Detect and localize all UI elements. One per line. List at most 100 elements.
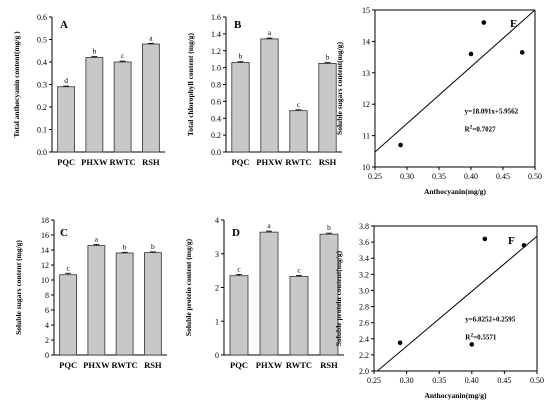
bar xyxy=(141,43,160,153)
x-tick-label: 0.50 xyxy=(528,172,542,181)
y-axis-label: Total chlorophyll content (mg/g) xyxy=(186,32,195,136)
panel-f: 2.0 2.2 2.4 2.6 2.8 3.0 3.2 3.4 3.6 3.8 Soluble pr… xyxy=(334,222,544,400)
x-tick-label: 0.45 xyxy=(497,376,511,385)
y-tick-label: 1.6 xyxy=(211,13,221,22)
y-tick-label: 2 xyxy=(45,336,49,345)
x-tick-label: 0.45 xyxy=(496,172,510,181)
x-tick-label: 0.30 xyxy=(400,172,414,181)
significance-label: c xyxy=(66,263,70,272)
y-tick-label: 0.6 xyxy=(211,97,221,106)
panel-a: 0.0 0.1 0.2 0.3 0.4 0.5 0.6 Total anthocyanin c… xyxy=(12,13,165,167)
category-label: RWTC xyxy=(110,157,136,167)
x-tick-label: 0.40 xyxy=(464,172,478,181)
category-label: PHXW xyxy=(256,360,283,370)
y-tick-label: 0 xyxy=(45,351,49,360)
y-tick-label: 12 xyxy=(362,100,370,109)
y-tick-label: 1 xyxy=(215,317,219,326)
significance-label: d xyxy=(64,76,68,85)
y-axis-label: Total anthocyanin content(mg/g ) xyxy=(12,31,21,138)
data-point xyxy=(482,236,488,242)
category-label: PQC xyxy=(59,360,77,370)
y-tick-label: 10 xyxy=(362,163,370,172)
r-squared-value: =0.5571 xyxy=(473,334,497,342)
x-tick-label: 0.25 xyxy=(367,376,381,385)
bar xyxy=(59,274,78,356)
significance-label: c xyxy=(237,264,241,273)
y-tick-label: 0.0 xyxy=(37,148,47,157)
bar xyxy=(143,252,162,356)
category-label: RWTC xyxy=(286,360,312,370)
y-tick-label: 3.6 xyxy=(359,238,369,247)
bar xyxy=(289,110,308,153)
y-tick-label: 8 xyxy=(45,291,49,300)
y-tick-label: 10 xyxy=(41,276,49,285)
y-tick-label: 4 xyxy=(215,216,219,225)
y-tick-label: 3.2 xyxy=(359,270,369,279)
y-tick-label: 3.4 xyxy=(359,254,369,263)
significance-label: a xyxy=(267,221,271,230)
bar xyxy=(113,61,132,153)
significance-label: c xyxy=(297,265,301,274)
significance-label: c xyxy=(121,51,125,60)
regression-equation: y=6.8252+0.2595 xyxy=(465,316,515,324)
category-label: RWTC xyxy=(112,360,138,370)
panel-label: F xyxy=(508,235,515,247)
panel-label: E xyxy=(510,18,517,30)
panel-c: 0 2 4 6 8 10 12 14 16 18 Soluble sugars content (m… xyxy=(14,216,167,370)
panel-label: C xyxy=(60,227,68,239)
r-squared-prefix: R xyxy=(465,334,471,342)
r-squared-sup: 2 xyxy=(470,125,473,131)
bar xyxy=(231,62,250,153)
r-squared-sup: 2 xyxy=(470,333,473,339)
significance-label: a xyxy=(268,28,272,37)
y-tick-label: 0.3 xyxy=(37,81,47,90)
y-tick-label: 0.6 xyxy=(37,13,47,22)
r-squared-prefix: R xyxy=(465,126,471,134)
category-label: PQC xyxy=(232,157,250,167)
category-label: PHXW xyxy=(256,157,283,167)
y-tick-label: 0.8 xyxy=(211,81,221,90)
bar xyxy=(289,275,309,356)
significance-label: a xyxy=(149,33,153,42)
y-tick-label: 16 xyxy=(41,231,49,240)
bar xyxy=(57,86,76,153)
y-tick-label: 1.4 xyxy=(211,30,221,39)
significance-label: b xyxy=(239,52,243,61)
y-tick-label: 1.0 xyxy=(211,64,221,73)
y-tick-label: 15 xyxy=(362,6,370,15)
y-tick-label: 6 xyxy=(45,306,49,315)
category-label: RSH xyxy=(320,360,338,370)
y-tick-label: 2.8 xyxy=(359,303,369,312)
y-tick-label: 18 xyxy=(41,216,49,225)
significance-label: b xyxy=(327,223,331,232)
category-label: PQC xyxy=(57,157,75,167)
y-tick-label: 13 xyxy=(362,69,370,78)
category-label: RSH xyxy=(142,157,160,167)
y-tick-label: 0.4 xyxy=(211,114,221,123)
y-tick-label: 3.8 xyxy=(359,222,369,231)
regression-equation: y=18.091x+5.9562 xyxy=(465,108,519,116)
y-tick-label: 0.4 xyxy=(37,58,47,67)
panel-label: D xyxy=(232,227,240,239)
category-label: RSH xyxy=(144,360,162,370)
y-tick-label: 3.0 xyxy=(359,286,369,295)
significance-label: b xyxy=(151,242,155,251)
y-tick-label: 0.2 xyxy=(211,131,221,140)
y-axis-label: Soluble protein content (mg/g) xyxy=(184,238,193,336)
y-tick-label: 0.2 xyxy=(37,103,47,112)
x-axis-label: Anthocyanin(mg/g) xyxy=(424,391,487,400)
y-tick-label: 0 xyxy=(215,351,219,360)
significance-label: b xyxy=(93,47,97,56)
category-label: PHXW xyxy=(83,360,110,370)
r-squared: R2=0.7027 xyxy=(465,125,497,134)
y-axis-label: Soluble sugars content(mg/g) xyxy=(335,42,344,135)
significance-label: a xyxy=(95,234,99,243)
category-label: PHXW xyxy=(81,157,108,167)
data-point xyxy=(519,50,525,55)
y-tick-label: 0.5 xyxy=(37,36,47,45)
x-tick-label: 0.25 xyxy=(368,172,382,181)
bar xyxy=(260,38,279,153)
y-tick-label: 4 xyxy=(45,321,49,330)
data-point xyxy=(468,51,474,57)
r-squared-value: =0.7027 xyxy=(472,126,496,134)
